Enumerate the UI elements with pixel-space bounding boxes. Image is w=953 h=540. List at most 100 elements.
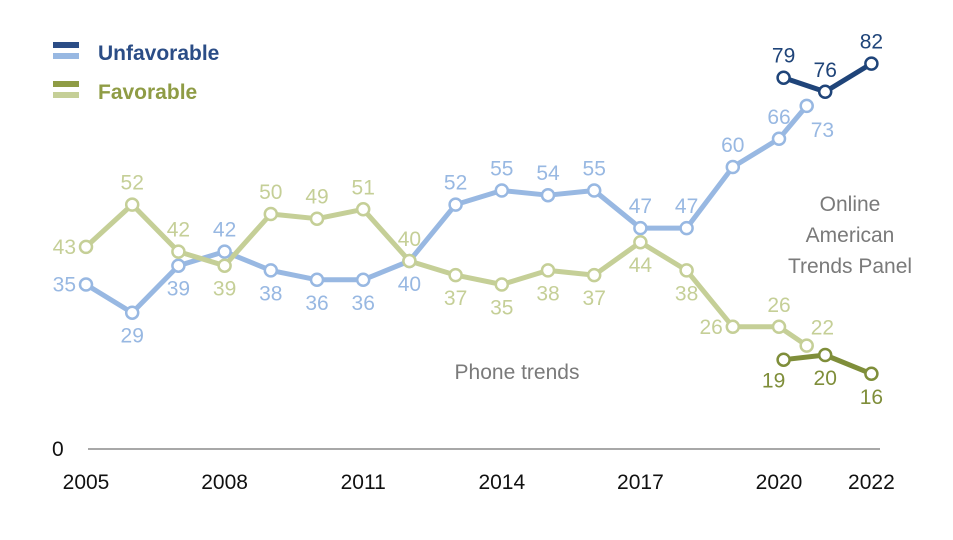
data-label-unfavorable-phone-4: 38 (259, 282, 282, 305)
point-favorable-phone-8 (448, 267, 463, 283)
point-favorable-phone-15 (771, 319, 787, 335)
x-tick-label-2017: 2017 (617, 471, 664, 494)
point-unfavorable-online-1 (817, 84, 833, 100)
data-label-favorable-phone-13: 38 (675, 282, 698, 305)
point-favorable-phone-12 (633, 234, 648, 250)
point-favorable-phone-11 (586, 267, 602, 283)
data-label-favorable-phone-2: 42 (167, 219, 190, 242)
point-unfavorable-phone-5 (309, 272, 325, 288)
data-label-favorable-online-1: 20 (814, 367, 837, 390)
data-label-unfavorable-phone-6: 36 (352, 292, 375, 315)
data-label-favorable-phone-15: 26 (767, 294, 790, 317)
legend-item-unfavorable: Unfavorable (53, 42, 219, 65)
point-favorable-phone-5 (309, 211, 325, 226)
data-label-unfavorable-phone-10: 54 (536, 162, 560, 185)
point-unfavorable-phone-6 (355, 272, 371, 288)
point-favorable-phone-0 (78, 239, 94, 255)
data-label-unfavorable-phone-5: 36 (305, 292, 328, 315)
legend-label-unfavorable: Unfavorable (98, 42, 219, 65)
x-axis-tick-labels: 2005 2008 2011 2014 2017 2020 2022 (63, 471, 895, 494)
data-label-unfavorable-phone-2: 39 (167, 278, 190, 301)
legend-swatch-favorable-online (53, 81, 79, 87)
online-panel-note-line-2: Trends Panel (788, 255, 912, 278)
data-label-favorable-online-0: 19 (762, 370, 785, 393)
data-label-favorable-phone-11: 37 (583, 287, 606, 310)
data-label-favorable-phone-0: 43 (53, 236, 76, 259)
online-panel-note: Online American Trends Panel (788, 193, 912, 278)
point-favorable-phone-2 (171, 244, 186, 259)
point-unfavorable-phone-3 (217, 244, 232, 259)
point-unfavorable-phone-11 (586, 183, 602, 198)
online-panel-note-line-0: Online (820, 193, 881, 216)
point-unfavorable-online-2 (864, 56, 879, 71)
data-label-favorable-phone-14: 26 (699, 316, 722, 339)
data-label-unfavorable-online-1: 76 (814, 59, 837, 82)
legend-swatch-unfavorable-phone (53, 53, 79, 59)
point-unfavorable-phone-2 (171, 258, 186, 273)
legend: Unfavorable Favorable (53, 42, 219, 104)
data-label-unfavorable-phone-3: 42 (213, 219, 236, 242)
point-favorable-phone-13 (679, 263, 694, 278)
series-lines (83, 61, 874, 377)
point-unfavorable-phone-12 (633, 220, 648, 236)
data-label-unfavorable-phone-11: 55 (583, 158, 606, 181)
point-unfavorable-phone-15 (771, 131, 787, 147)
point-unfavorable-phone-1 (124, 305, 140, 320)
data-label-unfavorable-phone-13: 47 (675, 195, 698, 218)
data-label-unfavorable-phone-15: 66 (767, 106, 790, 129)
point-unfavorable-phone-9 (494, 183, 510, 198)
point-favorable-phone-10 (540, 263, 556, 278)
data-label-unfavorable-phone-7: 40 (398, 273, 421, 296)
data-label-favorable-phone-6: 51 (352, 176, 375, 199)
data-label-favorable-phone-10: 38 (536, 282, 559, 305)
data-label-favorable-phone-5: 49 (305, 186, 328, 209)
point-favorable-phone-16 (799, 338, 814, 353)
data-label-unfavorable-phone-8: 52 (444, 172, 467, 195)
y-axis-zero-label: 0 (52, 438, 64, 461)
point-unfavorable-phone-0 (78, 277, 94, 292)
point-favorable-phone-9 (494, 277, 510, 292)
online-panel-note-line-1: American (806, 224, 895, 247)
data-label-favorable-phone-7: 40 (398, 228, 421, 251)
point-unfavorable-phone-16 (799, 98, 814, 114)
data-label-favorable-phone-4: 50 (259, 181, 282, 204)
point-unfavorable-online-0 (776, 70, 791, 85)
data-label-unfavorable-online-0: 79 (772, 45, 795, 68)
data-label-unfavorable-phone-0: 35 (53, 274, 76, 297)
data-label-favorable-online-2: 16 (860, 386, 883, 409)
point-favorable-phone-3 (217, 258, 232, 273)
legend-label-favorable: Favorable (98, 81, 197, 104)
legend-swatch-favorable-phone (53, 92, 79, 98)
x-tick-label-2022: 2022 (848, 471, 895, 494)
series-points (78, 56, 879, 382)
x-tick-label-2014: 2014 (478, 471, 525, 494)
data-label-favorable-phone-9: 35 (490, 297, 513, 320)
point-favorable-phone-4 (263, 206, 279, 222)
x-tick-label-2011: 2011 (341, 471, 386, 494)
x-tick-label-2020: 2020 (756, 471, 803, 494)
data-label-favorable-phone-12: 44 (629, 254, 653, 277)
data-label-unfavorable-phone-14: 60 (721, 134, 744, 157)
data-labels: 35 29 39 42 38 36 36 40 52 55 54 55 47 47 60 66 73 43 52 42… (53, 31, 883, 409)
x-tick-label-2005: 2005 (63, 471, 110, 494)
point-favorable-phone-1 (124, 197, 140, 212)
point-unfavorable-phone-8 (448, 197, 463, 212)
data-label-favorable-phone-3: 39 (213, 278, 236, 301)
phone-trends-note: Phone trends (455, 361, 580, 384)
data-label-unfavorable-online-2: 82 (860, 31, 883, 54)
point-unfavorable-phone-14 (725, 159, 741, 175)
point-unfavorable-phone-10 (540, 187, 556, 203)
point-unfavorable-phone-4 (263, 263, 279, 278)
data-label-unfavorable-phone-9: 55 (490, 158, 513, 181)
data-label-unfavorable-phone-1: 29 (121, 325, 144, 348)
point-favorable-online-0 (776, 352, 791, 367)
legend-item-favorable: Favorable (53, 81, 197, 104)
point-favorable-phone-14 (725, 319, 741, 335)
point-unfavorable-phone-13 (679, 220, 694, 236)
x-tick-label-2008: 2008 (201, 471, 248, 494)
data-label-favorable-phone-8: 37 (444, 287, 467, 310)
point-favorable-phone-7 (402, 253, 417, 269)
data-label-unfavorable-phone-12: 47 (629, 195, 652, 218)
data-label-favorable-phone-1: 52 (121, 172, 144, 195)
